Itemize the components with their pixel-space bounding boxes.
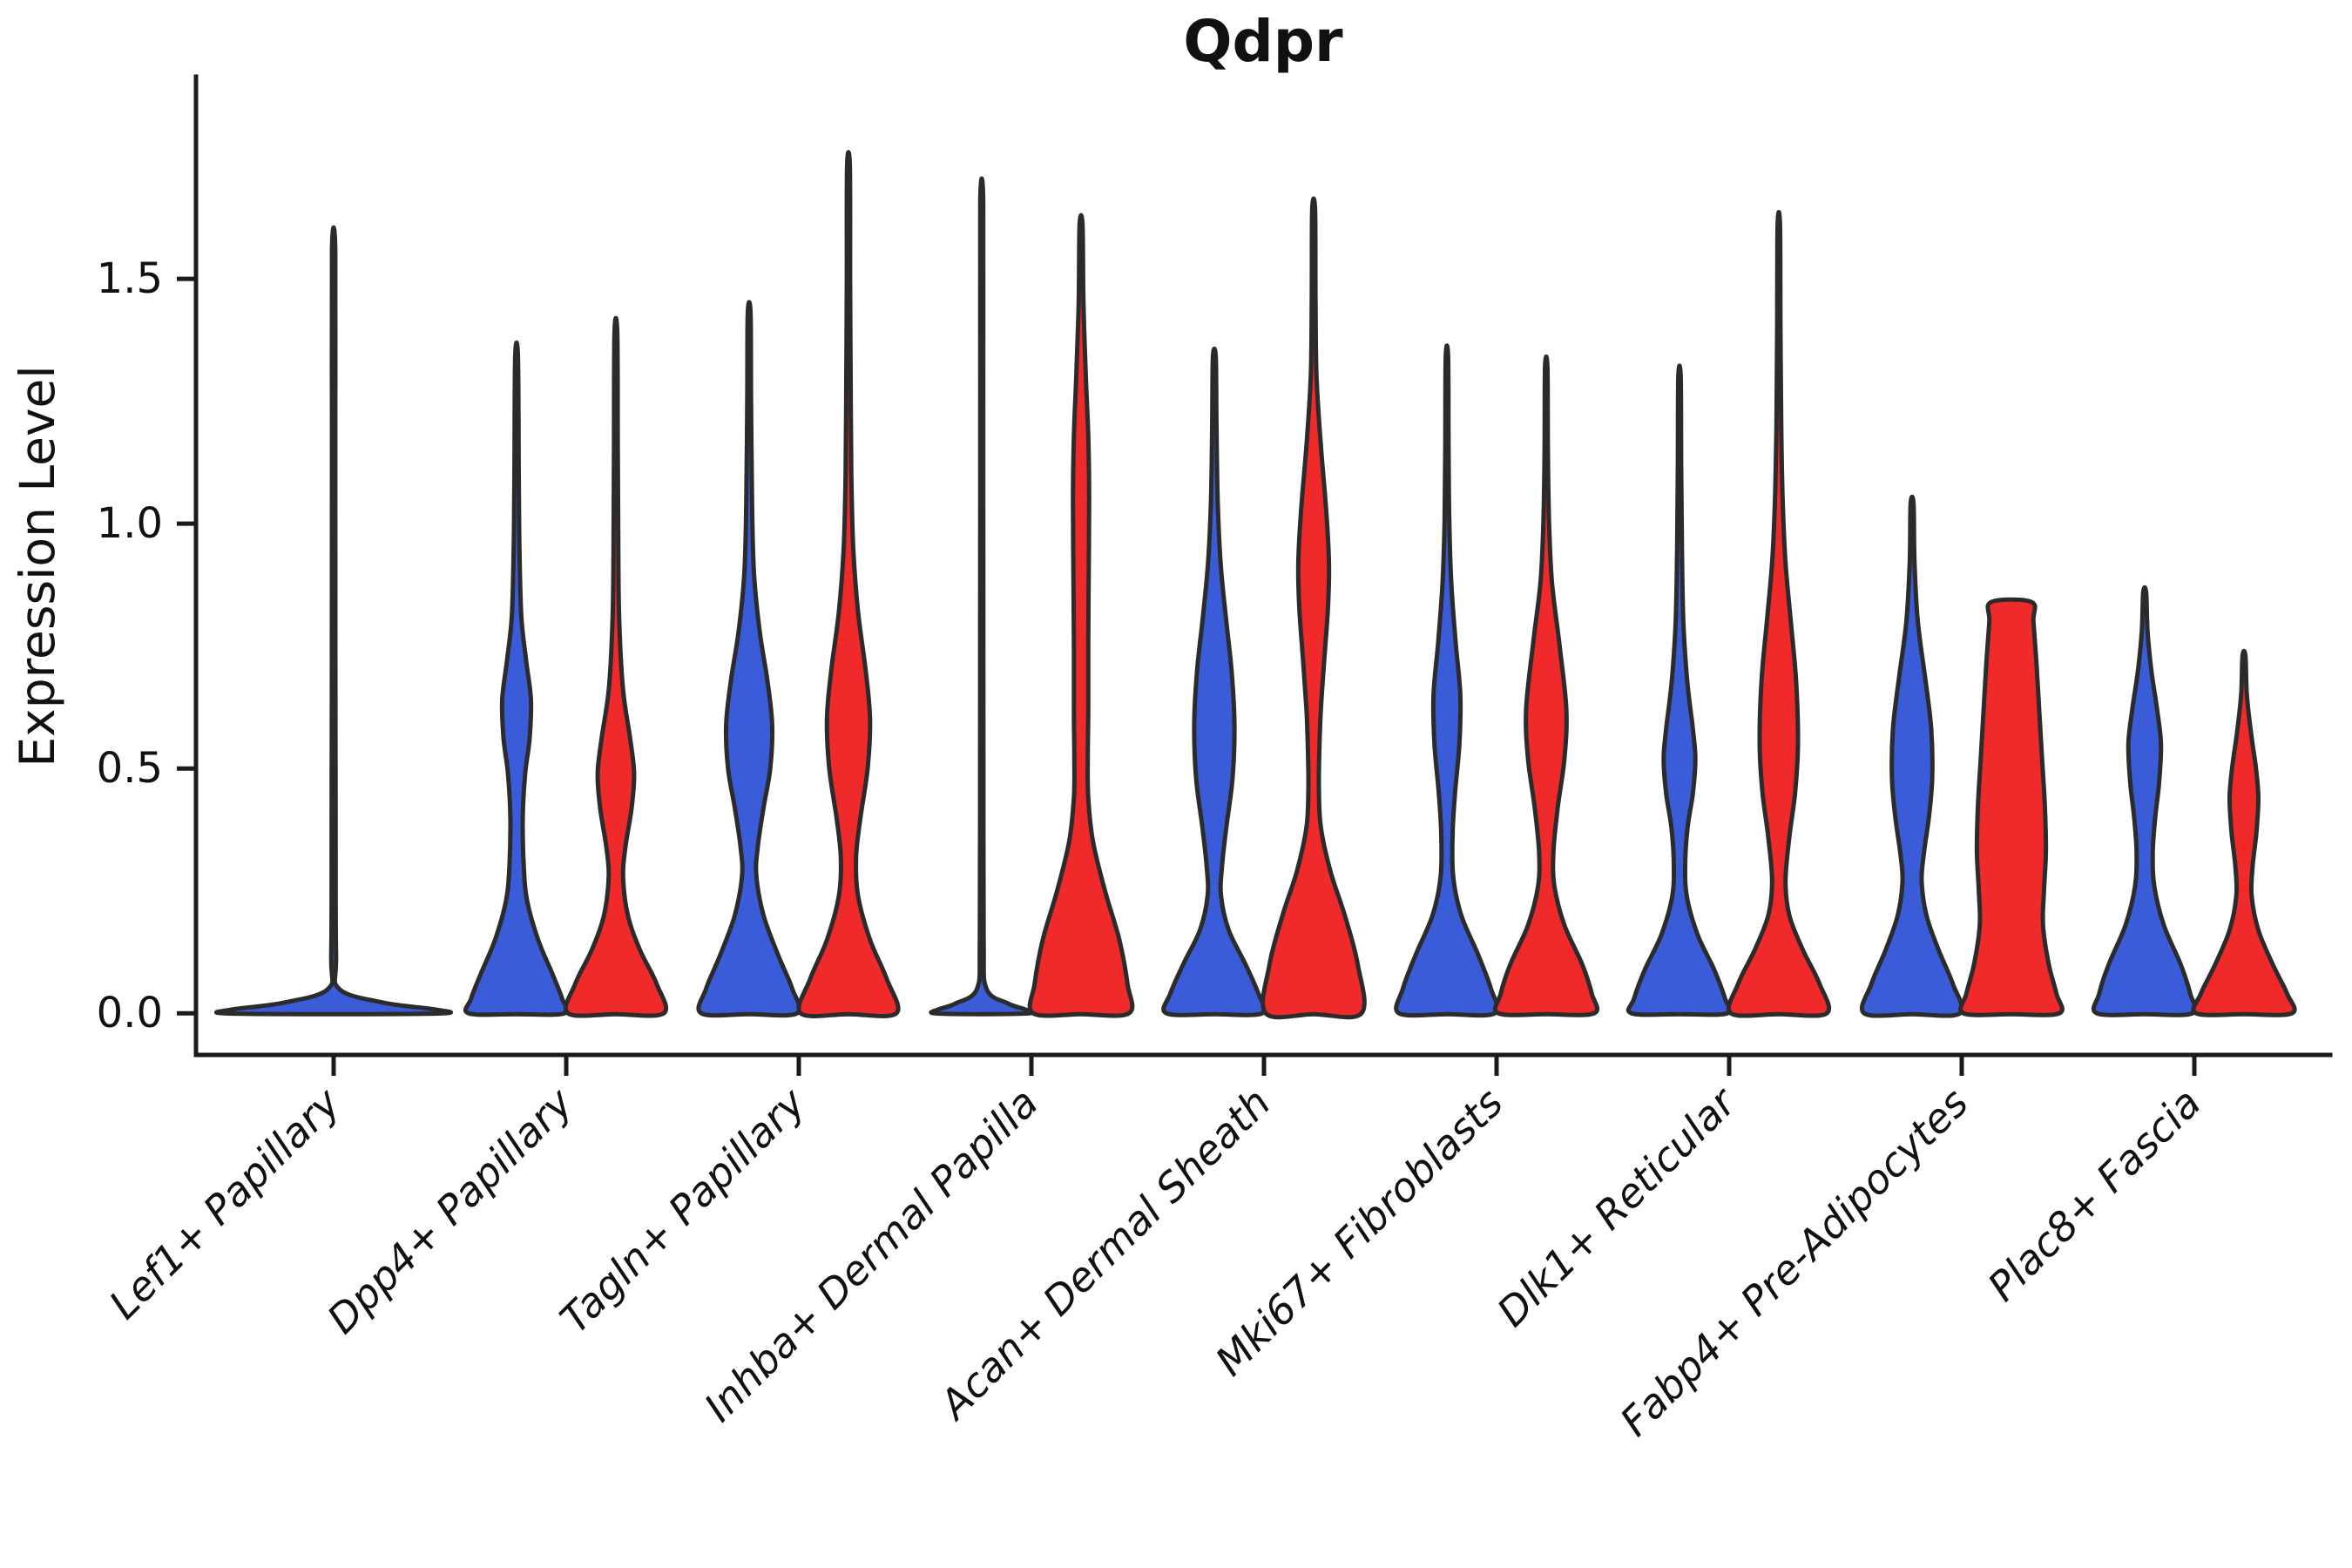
violin-blue-plac8-fascia	[2091, 585, 2199, 1017]
violin-red-mki67-fibroblasts	[1492, 354, 1600, 1017]
violin-red-dpp4-papillary	[563, 315, 669, 1018]
violin-blue-mki67-fibroblasts	[1394, 343, 1500, 1018]
violin-series	[214, 150, 2297, 1020]
violin-blue-lef1-papillary	[214, 225, 453, 1017]
violin-blue-fabp4-pre-adipocytes	[1859, 494, 1965, 1018]
y-axis-ticks: 0.0 0.5 1.0 1.5	[97, 254, 196, 1037]
y-tick-label: 1.0	[97, 499, 163, 548]
x-tick-label: Lef1+ Papillary	[100, 1078, 349, 1328]
violin-red-fabp4-pre-adipocytes	[1958, 597, 2065, 1017]
y-tick-label: 0.5	[97, 744, 163, 793]
chart-title: Qdpr	[1183, 8, 1343, 75]
x-tick-label: Plac8+ Fascia	[1978, 1079, 2209, 1310]
x-tick-label: Dlk1+ Reticular	[1488, 1077, 1747, 1335]
x-tick-label: Dpp4+ Papillary	[318, 1078, 582, 1342]
violin-red-plac8-fascia	[2191, 648, 2297, 1017]
violin-red-acan-dermal-sheath	[1260, 196, 1367, 1020]
axes	[193, 74, 2333, 1058]
y-axis-label: Expression Level	[10, 365, 65, 767]
violin-blue-acan-dermal-sheath	[1161, 346, 1267, 1017]
violin-red-dlk1-reticular	[1726, 210, 1832, 1018]
violin-blue-dlk1-reticular	[1625, 363, 1734, 1017]
violin-red-tagln-papillary	[796, 150, 901, 1018]
violin-blue-inhba-dermal-papilla	[929, 176, 1035, 1017]
axis-spines	[193, 74, 2333, 1058]
y-tick-label: 0.0	[97, 989, 163, 1037]
violin-red-inhba-dermal-papilla	[1027, 213, 1135, 1018]
x-tick-label: Tagln+ Papillary	[551, 1078, 814, 1342]
violin-blue-dpp4-papillary	[463, 340, 571, 1017]
y-tick-label: 1.5	[97, 254, 163, 303]
violin-blue-tagln-papillary	[696, 300, 802, 1018]
